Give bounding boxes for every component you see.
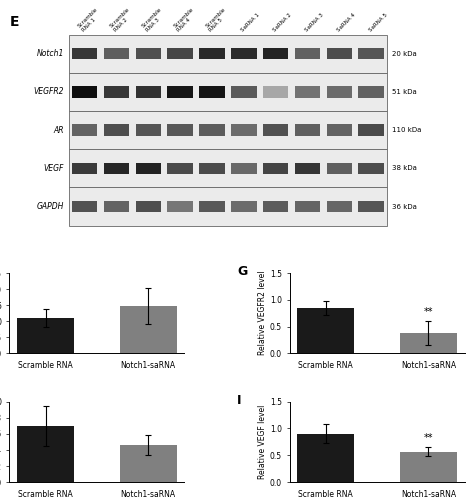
FancyBboxPatch shape	[136, 48, 161, 60]
Text: SaRNA 2: SaRNA 2	[272, 12, 292, 32]
FancyBboxPatch shape	[295, 201, 320, 212]
FancyBboxPatch shape	[327, 201, 352, 212]
FancyBboxPatch shape	[295, 48, 320, 60]
Text: 110 kDa: 110 kDa	[392, 127, 421, 133]
FancyBboxPatch shape	[104, 201, 129, 212]
FancyBboxPatch shape	[69, 35, 387, 73]
FancyBboxPatch shape	[327, 163, 352, 174]
FancyBboxPatch shape	[69, 111, 387, 149]
FancyBboxPatch shape	[199, 163, 225, 174]
FancyBboxPatch shape	[199, 201, 225, 212]
FancyBboxPatch shape	[295, 86, 320, 98]
FancyBboxPatch shape	[104, 163, 129, 174]
FancyBboxPatch shape	[327, 124, 352, 136]
Text: VEGFR2: VEGFR2	[34, 87, 64, 96]
FancyBboxPatch shape	[72, 201, 97, 212]
Text: G: G	[237, 265, 247, 278]
FancyBboxPatch shape	[231, 163, 256, 174]
FancyBboxPatch shape	[199, 48, 225, 60]
Bar	[400, 452, 456, 482]
FancyBboxPatch shape	[231, 201, 256, 212]
Text: 38 kDa: 38 kDa	[392, 166, 417, 171]
FancyBboxPatch shape	[72, 124, 97, 136]
Text: GAPDH: GAPDH	[36, 202, 64, 211]
FancyBboxPatch shape	[136, 163, 161, 174]
Text: SaRNA 3: SaRNA 3	[304, 12, 324, 32]
FancyBboxPatch shape	[199, 124, 225, 136]
Text: VEGF: VEGF	[44, 164, 64, 173]
Text: Scramble
RNA 1: Scramble RNA 1	[77, 6, 103, 32]
Text: **: **	[424, 307, 433, 317]
FancyBboxPatch shape	[167, 48, 193, 60]
Text: SaRNA 5: SaRNA 5	[368, 12, 388, 32]
FancyBboxPatch shape	[327, 48, 352, 60]
FancyBboxPatch shape	[69, 187, 387, 226]
FancyBboxPatch shape	[263, 163, 288, 174]
Text: Scramble
RNA 3: Scramble RNA 3	[141, 6, 167, 32]
FancyBboxPatch shape	[72, 86, 97, 98]
Text: **: **	[424, 433, 433, 443]
FancyBboxPatch shape	[199, 86, 225, 98]
FancyBboxPatch shape	[72, 163, 97, 174]
FancyBboxPatch shape	[358, 124, 384, 136]
FancyBboxPatch shape	[104, 124, 129, 136]
Bar	[400, 333, 456, 353]
Y-axis label: Relative VEGFR2 level: Relative VEGFR2 level	[258, 271, 267, 355]
Text: 20 kDa: 20 kDa	[392, 51, 417, 57]
FancyBboxPatch shape	[136, 201, 161, 212]
FancyBboxPatch shape	[167, 201, 193, 212]
FancyBboxPatch shape	[358, 86, 384, 98]
FancyBboxPatch shape	[327, 86, 352, 98]
FancyBboxPatch shape	[263, 86, 288, 98]
FancyBboxPatch shape	[231, 86, 256, 98]
FancyBboxPatch shape	[263, 48, 288, 60]
FancyBboxPatch shape	[104, 48, 129, 60]
FancyBboxPatch shape	[136, 124, 161, 136]
FancyBboxPatch shape	[358, 201, 384, 212]
FancyBboxPatch shape	[167, 86, 193, 98]
FancyBboxPatch shape	[136, 86, 161, 98]
Text: 36 kDa: 36 kDa	[392, 204, 417, 210]
FancyBboxPatch shape	[231, 124, 256, 136]
FancyBboxPatch shape	[167, 124, 193, 136]
Text: AR: AR	[54, 126, 64, 135]
FancyBboxPatch shape	[231, 48, 256, 60]
FancyBboxPatch shape	[167, 163, 193, 174]
Text: Notch1: Notch1	[36, 49, 64, 58]
Text: Scramble
RNA 2: Scramble RNA 2	[109, 6, 135, 32]
FancyBboxPatch shape	[69, 73, 387, 111]
Text: I: I	[237, 394, 241, 407]
Bar	[298, 434, 354, 482]
Bar	[18, 426, 74, 482]
Bar	[120, 445, 176, 482]
Text: SaRNA 4: SaRNA 4	[336, 12, 356, 32]
FancyBboxPatch shape	[358, 48, 384, 60]
FancyBboxPatch shape	[358, 163, 384, 174]
FancyBboxPatch shape	[263, 124, 288, 136]
FancyBboxPatch shape	[295, 163, 320, 174]
FancyBboxPatch shape	[263, 201, 288, 212]
Text: SaRNA 1: SaRNA 1	[240, 12, 261, 32]
Bar	[18, 318, 74, 353]
FancyBboxPatch shape	[72, 48, 97, 60]
Bar	[298, 308, 354, 353]
Y-axis label: Relative VEGF level: Relative VEGF level	[258, 405, 267, 479]
Bar	[120, 306, 176, 353]
FancyBboxPatch shape	[295, 124, 320, 136]
FancyBboxPatch shape	[69, 149, 387, 187]
Text: 51 kDa: 51 kDa	[392, 89, 417, 95]
Text: Scramble
RNA 5: Scramble RNA 5	[204, 6, 230, 32]
FancyBboxPatch shape	[104, 86, 129, 98]
Text: Scramble
RNA 4: Scramble RNA 4	[173, 6, 199, 32]
Text: E: E	[9, 15, 19, 29]
